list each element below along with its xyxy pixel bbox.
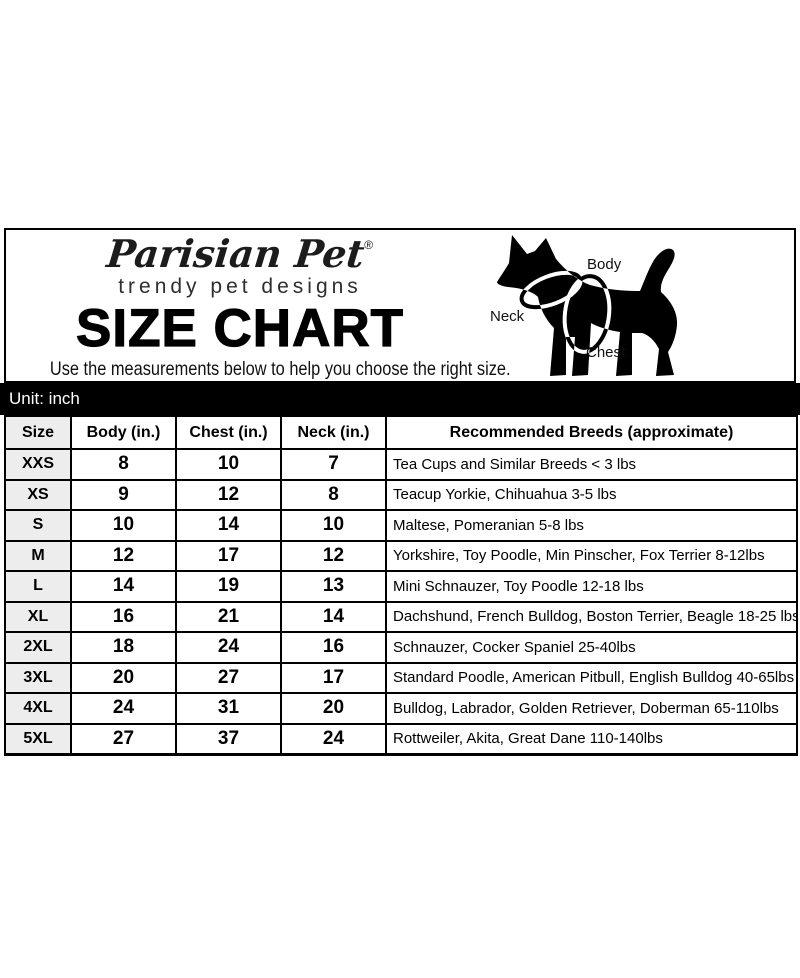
breeds-cell: Bulldog, Labrador, Golden Retriever, Dob… — [385, 692, 798, 725]
body-cell: 10 — [70, 509, 177, 542]
neck-measure-label: Neck — [490, 308, 525, 325]
unit-label: Unit: inch — [9, 389, 80, 408]
brand-block: Parisian Pet® trendy pet designs SIZE CH… — [6, 230, 511, 381]
header-neck: Neck (in.) — [280, 415, 387, 450]
body-cell: 12 — [70, 539, 177, 572]
chest-cell: 14 — [175, 509, 282, 542]
size-cell: 3XL — [4, 661, 72, 694]
dog-measurement-diagram: Body Neck Chest — [482, 230, 696, 382]
breeds-cell: Standard Poodle, American Pitbull, Engli… — [385, 661, 798, 694]
page-subtitle-wrap: Use the measurements below to help you c… — [6, 360, 511, 380]
registered-trademark-mark: ® — [364, 238, 374, 252]
breeds-cell: Rottweiler, Akita, Great Dane 110-140lbs — [385, 722, 798, 755]
brand-tagline: trendy pet designs — [118, 275, 362, 298]
chest-cell: 27 — [175, 661, 282, 694]
neck-cell: 17 — [280, 661, 387, 694]
page-title: SIZE CHART — [75, 299, 404, 359]
chest-measure-label: Chest — [586, 344, 626, 361]
body-cell: 27 — [70, 722, 177, 755]
neck-cell: 12 — [280, 539, 387, 572]
table-row: 3XL 20 27 17 Standard Poodle, American P… — [4, 661, 798, 694]
table-row: S 10 14 10 Maltese, Pomeranian 5-8 lbs — [4, 509, 798, 542]
size-cell: XXS — [4, 448, 72, 481]
size-table: Size Body (in.) Chest (in.) Neck (in.) R… — [4, 415, 798, 756]
breeds-cell: Teacup Yorkie, Chihuahua 3-5 lbs — [385, 478, 798, 511]
size-cell: L — [4, 570, 72, 603]
neck-cell: 13 — [280, 570, 387, 603]
header-box: Parisian Pet® trendy pet designs SIZE CH… — [4, 228, 796, 383]
chest-cell: 24 — [175, 631, 282, 664]
brand-name: Parisian Pet — [104, 231, 367, 276]
table-row: XS 9 12 8 Teacup Yorkie, Chihuahua 3-5 l… — [4, 478, 798, 511]
body-cell: 9 — [70, 478, 177, 511]
dog-silhouette-icon — [497, 235, 678, 376]
header-body: Body (in.) — [70, 415, 177, 450]
neck-cell: 16 — [280, 631, 387, 664]
body-cell: 8 — [70, 448, 177, 481]
neck-cell: 7 — [280, 448, 387, 481]
chest-cell: 37 — [175, 722, 282, 755]
dog-diagram-svg — [497, 235, 678, 376]
chest-cell: 17 — [175, 539, 282, 572]
brand-logo: Parisian Pet® — [6, 231, 474, 276]
neck-cell: 20 — [280, 692, 387, 725]
size-cell: 5XL — [4, 722, 72, 755]
neck-cell: 8 — [280, 478, 387, 511]
body-cell: 24 — [70, 692, 177, 725]
neck-cell: 10 — [280, 509, 387, 542]
breeds-cell: Maltese, Pomeranian 5-8 lbs — [385, 509, 798, 542]
size-cell: 2XL — [4, 631, 72, 664]
size-cell: XS — [4, 478, 72, 511]
body-cell: 20 — [70, 661, 177, 694]
table-header-row: Size Body (in.) Chest (in.) Neck (in.) R… — [4, 415, 798, 450]
table-row: 2XL 18 24 16 Schnauzer, Cocker Spaniel 2… — [4, 631, 798, 664]
body-measure-label: Body — [587, 256, 622, 273]
table-row: L 14 19 13 Mini Schnauzer, Toy Poodle 12… — [4, 570, 798, 603]
table-row: 4XL 24 31 20 Bulldog, Labrador, Golden R… — [4, 692, 798, 725]
page-subtitle: Use the measurements below to help you c… — [49, 358, 511, 381]
size-cell: 4XL — [4, 692, 72, 725]
breeds-cell: Tea Cups and Similar Breeds < 3 lbs — [385, 448, 798, 481]
breeds-cell: Yorkshire, Toy Poodle, Min Pinscher, Fox… — [385, 539, 798, 572]
table-row: XL 16 21 14 Dachshund, French Bulldog, B… — [4, 600, 798, 633]
breeds-cell: Schnauzer, Cocker Spaniel 25-40lbs — [385, 631, 798, 664]
header-breeds: Recommended Breeds (approximate) — [385, 415, 798, 450]
chest-cell: 12 — [175, 478, 282, 511]
header-size: Size — [4, 415, 72, 450]
neck-cell: 24 — [280, 722, 387, 755]
table-row: M 12 17 12 Yorkshire, Toy Poodle, Min Pi… — [4, 539, 798, 572]
unit-bar: Unit: inch — [0, 383, 800, 415]
breeds-cell: Mini Schnauzer, Toy Poodle 12-18 lbs — [385, 570, 798, 603]
neck-cell: 14 — [280, 600, 387, 633]
size-cell: XL — [4, 600, 72, 633]
body-cell: 14 — [70, 570, 177, 603]
chest-cell: 21 — [175, 600, 282, 633]
table-row: XXS 8 10 7 Tea Cups and Similar Breeds <… — [4, 448, 798, 481]
size-cell: M — [4, 539, 72, 572]
body-cell: 16 — [70, 600, 177, 633]
chest-cell: 10 — [175, 448, 282, 481]
table-row: 5XL 27 37 24 Rottweiler, Akita, Great Da… — [4, 722, 798, 755]
chest-cell: 19 — [175, 570, 282, 603]
header-chest: Chest (in.) — [175, 415, 282, 450]
chest-cell: 31 — [175, 692, 282, 725]
size-cell: S — [4, 509, 72, 542]
body-cell: 18 — [70, 631, 177, 664]
breeds-cell: Dachshund, French Bulldog, Boston Terrie… — [385, 600, 798, 633]
